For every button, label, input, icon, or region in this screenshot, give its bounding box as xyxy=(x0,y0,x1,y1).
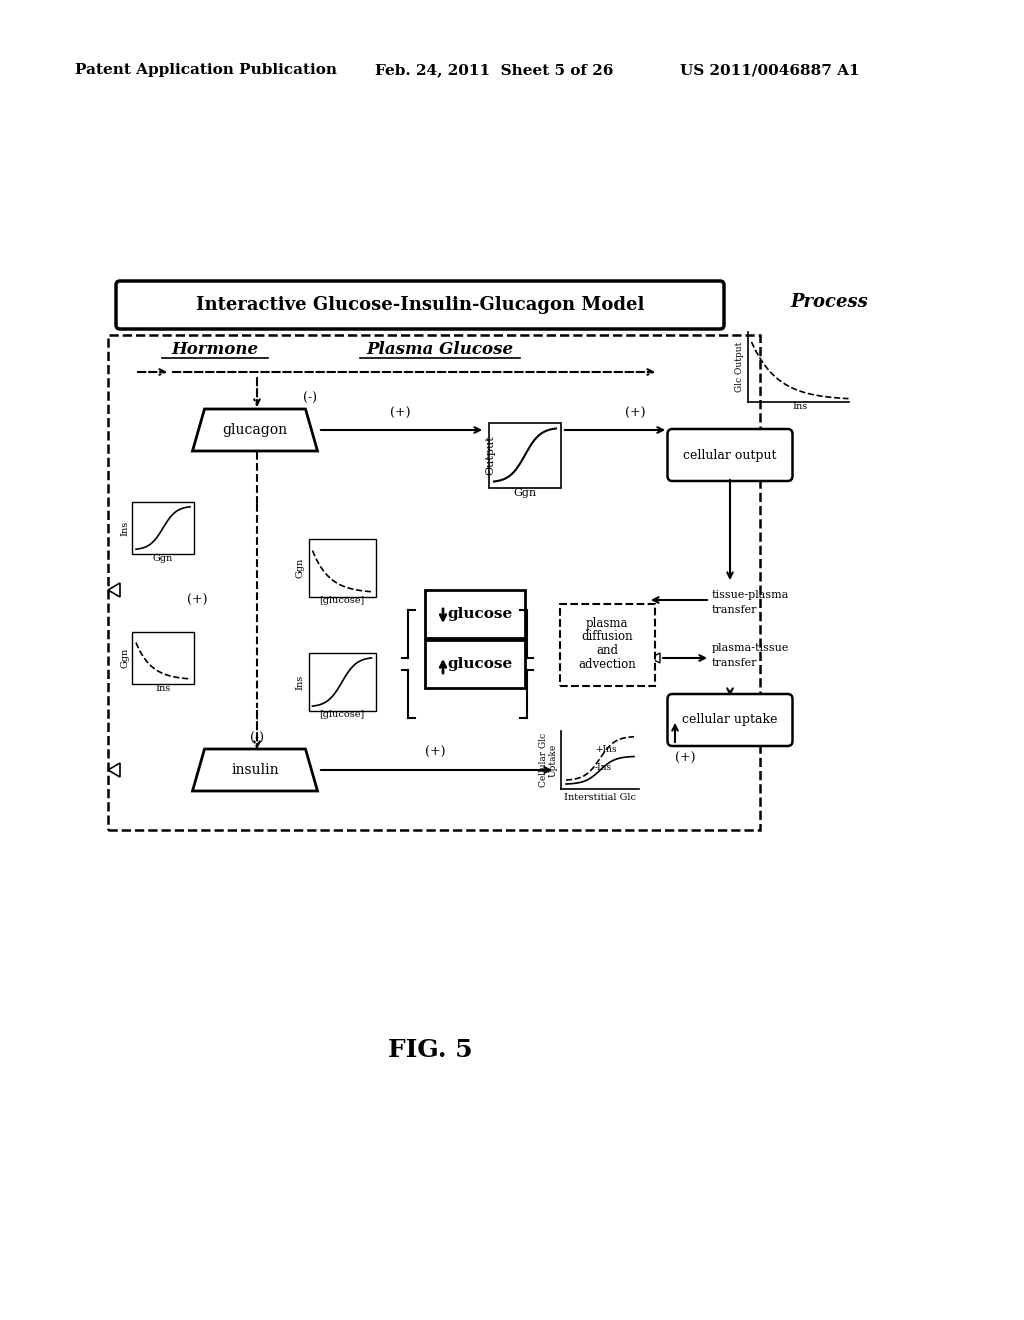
Polygon shape xyxy=(108,583,120,597)
Text: Output: Output xyxy=(485,436,495,475)
Bar xyxy=(425,590,525,638)
Bar xyxy=(132,502,194,554)
FancyBboxPatch shape xyxy=(668,694,793,746)
Polygon shape xyxy=(193,748,317,791)
Text: advection: advection xyxy=(579,659,636,672)
Text: transfer: transfer xyxy=(712,605,758,615)
Text: Patent Application Publication: Patent Application Publication xyxy=(75,63,337,77)
Text: Interactive Glucose-Insulin-Glucagon Model: Interactive Glucose-Insulin-Glucagon Mod… xyxy=(196,296,644,314)
Polygon shape xyxy=(193,409,317,451)
Text: Ins: Ins xyxy=(120,520,129,536)
Polygon shape xyxy=(108,763,120,777)
Text: (+): (+) xyxy=(675,751,695,764)
Text: insulin: insulin xyxy=(231,763,279,777)
Text: glucose: glucose xyxy=(447,607,513,620)
Text: tissue-plasma: tissue-plasma xyxy=(712,590,790,601)
Text: (-): (-) xyxy=(250,731,264,744)
Text: (+): (+) xyxy=(625,407,645,420)
Text: Interstitial Glc: Interstitial Glc xyxy=(564,793,636,803)
Text: [glucose]: [glucose] xyxy=(319,710,365,719)
Text: Ggn: Ggn xyxy=(513,487,537,498)
Text: Hormone: Hormone xyxy=(171,342,259,359)
Text: US 2011/0046887 A1: US 2011/0046887 A1 xyxy=(680,63,859,77)
Text: Ins: Ins xyxy=(296,675,304,689)
FancyBboxPatch shape xyxy=(116,281,724,329)
Text: (+): (+) xyxy=(186,594,207,606)
Text: -Ins: -Ins xyxy=(595,763,612,772)
Bar xyxy=(425,640,525,688)
Text: and: and xyxy=(596,644,618,657)
Text: Ins: Ins xyxy=(793,403,808,411)
Text: Ggn: Ggn xyxy=(296,558,304,578)
Text: glucagon: glucagon xyxy=(222,422,288,437)
Text: Ggn: Ggn xyxy=(153,554,173,564)
Text: Process: Process xyxy=(790,293,867,312)
Bar xyxy=(559,605,654,686)
Text: plasma-tissue: plasma-tissue xyxy=(712,643,790,653)
Text: +Ins: +Ins xyxy=(595,746,616,755)
Text: transfer: transfer xyxy=(712,657,758,668)
Polygon shape xyxy=(650,653,660,663)
Text: Glc Output: Glc Output xyxy=(734,342,743,392)
Text: Feb. 24, 2011  Sheet 5 of 26: Feb. 24, 2011 Sheet 5 of 26 xyxy=(375,63,613,77)
Text: [glucose]: [glucose] xyxy=(319,597,365,605)
Text: Ins: Ins xyxy=(156,684,171,693)
Text: diffusion: diffusion xyxy=(582,631,633,644)
Bar xyxy=(108,335,760,830)
Text: FIG. 5: FIG. 5 xyxy=(388,1038,472,1063)
Text: Ggn: Ggn xyxy=(120,648,129,668)
Text: (+): (+) xyxy=(390,407,411,420)
Text: cellular output: cellular output xyxy=(683,449,777,462)
Bar xyxy=(132,632,194,684)
Text: Plasma Glucose: Plasma Glucose xyxy=(367,342,514,359)
Text: plasma: plasma xyxy=(586,616,629,630)
Text: (+): (+) xyxy=(425,746,445,759)
Bar xyxy=(489,422,561,487)
Bar xyxy=(308,539,376,597)
Text: (-): (-) xyxy=(303,392,317,404)
Text: Cellular Glc
Uptake: Cellular Glc Uptake xyxy=(539,733,558,787)
FancyBboxPatch shape xyxy=(668,429,793,480)
Text: glucose: glucose xyxy=(447,657,513,671)
Bar xyxy=(308,653,376,711)
Text: cellular uptake: cellular uptake xyxy=(682,714,778,726)
